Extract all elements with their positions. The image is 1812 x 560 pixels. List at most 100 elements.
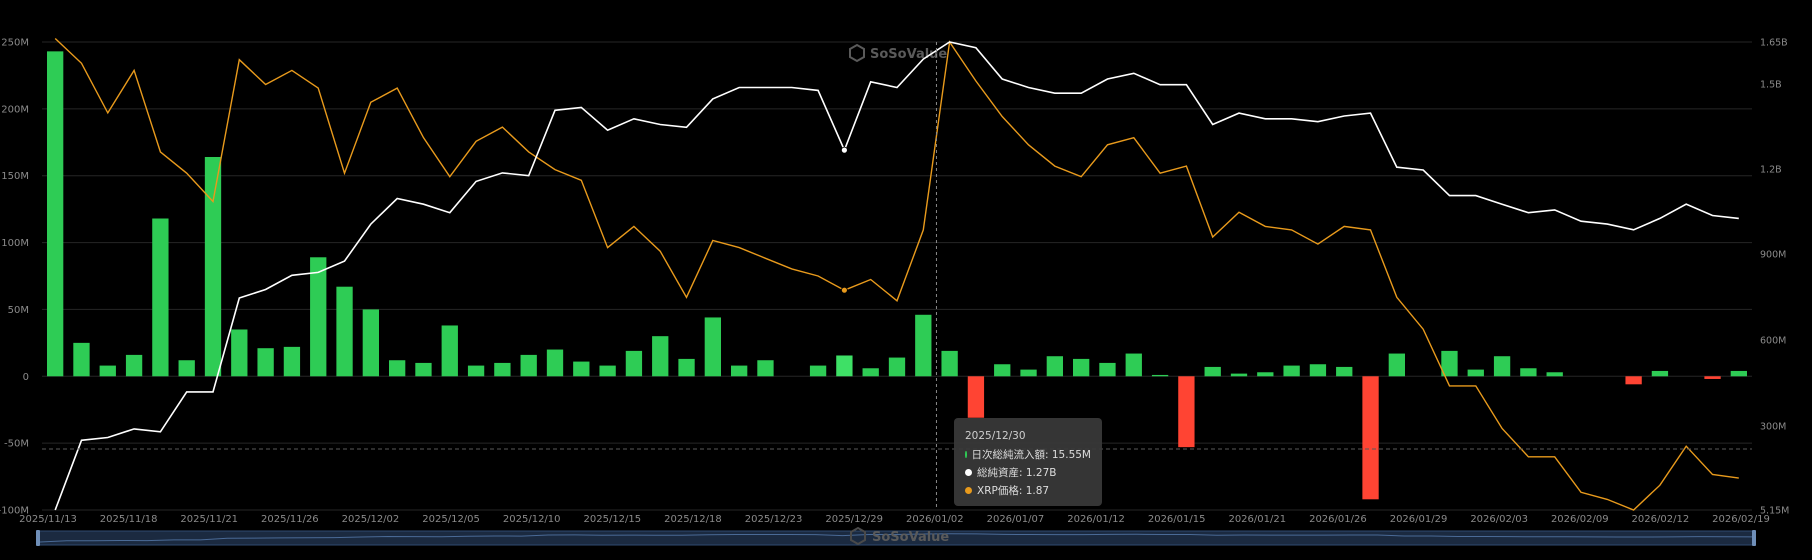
tooltip-inflow-label: 日次総純流入額: 15.55M xyxy=(971,449,1092,461)
inflow-bar xyxy=(1178,376,1195,448)
inflow-bar xyxy=(99,365,116,377)
inflow-bar xyxy=(888,357,906,377)
x-tick-label: 2026/02/03 xyxy=(1470,514,1528,525)
inflow-bar xyxy=(809,365,827,377)
left-tick-label: 100M xyxy=(1,238,29,249)
tooltip-row-inflow: 日次総純流入額: 15.55M xyxy=(965,447,1091,462)
inflow-bar xyxy=(994,364,1011,377)
inflow-bars xyxy=(46,51,1748,500)
x-tick-label: 2026/02/09 xyxy=(1551,514,1609,525)
inflow-bar xyxy=(283,346,301,377)
inflow-bar xyxy=(915,314,932,377)
left-tick-label: 0 xyxy=(23,372,29,383)
left-tick-label: 200M xyxy=(1,104,29,115)
x-tick-label: 2026/01/12 xyxy=(1067,514,1125,525)
inflow-bar xyxy=(310,257,327,377)
inflow-bar xyxy=(1546,372,1563,377)
inflow-bar xyxy=(152,218,169,377)
slider-handle-left xyxy=(36,530,40,546)
slider-mini-line xyxy=(39,533,1753,543)
series-lines xyxy=(54,37,1739,511)
inflow-bar xyxy=(257,348,274,377)
inflow-bar xyxy=(941,350,958,377)
tooltip-assets-label: 総純資産: 1.27B xyxy=(977,467,1057,479)
inflow-bar xyxy=(1257,372,1274,377)
x-tick-label: 2026/01/15 xyxy=(1148,514,1206,525)
grid-lines xyxy=(42,41,1752,511)
inflow-bar xyxy=(1704,376,1721,379)
inflow-bar xyxy=(1151,374,1169,377)
inflow-bar xyxy=(178,360,195,377)
inflow-bar xyxy=(1283,365,1300,377)
inflow-bar xyxy=(730,365,748,377)
inflow-bar xyxy=(1230,373,1248,377)
right-tick-label: 600M xyxy=(1760,336,1786,347)
dot-icon xyxy=(965,451,967,458)
inflow-bar xyxy=(46,51,64,377)
inflow-bar xyxy=(1441,350,1458,377)
inflow-bar xyxy=(757,360,774,377)
right-tick-label: 900M xyxy=(1760,250,1786,261)
x-tick-label: 2025/12/18 xyxy=(664,514,722,525)
inflow-bar xyxy=(546,349,564,377)
inflow-bar xyxy=(1651,370,1669,377)
zoom-slider[interactable] xyxy=(36,530,1756,546)
left-tick-label: -50M xyxy=(4,439,29,450)
x-axis-ticks: 2025/11/13 2025/11/18 2025/11/21 2025/11/26… xyxy=(19,514,1770,525)
x-tick-label: 2025/12/05 xyxy=(422,514,480,525)
left-tick-label: -100M xyxy=(0,506,29,517)
inflow-bar xyxy=(1099,362,1116,377)
inflow-bar xyxy=(231,329,248,377)
watermark-text-top: SoSoValue xyxy=(870,47,947,62)
x-tick-label: 2025/12/23 xyxy=(745,514,803,525)
right-tick-label: 1.2B xyxy=(1760,165,1782,176)
right-tick-label: 1.5B xyxy=(1760,80,1782,91)
inflow-bar xyxy=(862,368,879,377)
left-axis-ticks: 250M 200M 150M 100M 50M 0 -50M -100M xyxy=(0,38,29,517)
x-tick-label: 2025/12/10 xyxy=(503,514,561,525)
inflow-bar xyxy=(1493,356,1511,377)
x-tick-label: 2025/12/29 xyxy=(825,514,883,525)
inflow-bar xyxy=(1072,358,1090,377)
x-tick-label: 2026/01/29 xyxy=(1390,514,1448,525)
inflow-bar xyxy=(1046,356,1064,377)
inflow-bar xyxy=(441,325,458,377)
inflow-bar xyxy=(1020,369,1037,377)
left-tick-label: 250M xyxy=(1,38,29,49)
inflow-bar xyxy=(1625,376,1642,385)
inflow-bar xyxy=(467,365,485,377)
inflow-bar xyxy=(1467,369,1484,377)
right-tick-label: 1.65B xyxy=(1760,38,1788,49)
inflow-bar xyxy=(1388,353,1406,377)
inflow-bar xyxy=(1730,370,1748,377)
price-highlight-point xyxy=(840,286,848,294)
x-tick-label: 2025/12/02 xyxy=(342,514,400,525)
watermark-text-bottom: SoSoValue xyxy=(872,530,949,545)
tooltip-row-assets: 総純資産: 1.27B xyxy=(965,465,1091,480)
inflow-bar xyxy=(1125,353,1142,377)
inflow-bar xyxy=(652,336,669,377)
inflow-bar xyxy=(520,354,537,377)
tooltip-row-price: XRP価格: 1.87 xyxy=(965,483,1091,498)
inflow-bar xyxy=(967,376,985,418)
tooltip-date: 2025/12/30 xyxy=(965,430,1026,442)
inflow-bar xyxy=(73,342,90,377)
x-tick-label: 2025/11/13 xyxy=(19,514,77,525)
x-tick-label: 2026/01/26 xyxy=(1309,514,1367,525)
right-tick-label: 5.15M xyxy=(1760,506,1789,517)
x-tick-label: 2026/02/19 xyxy=(1712,514,1770,525)
xrp-price-line xyxy=(54,37,1739,511)
inflow-bar xyxy=(494,362,511,377)
watermark-logo-bottom: SoSoValue xyxy=(850,526,949,546)
dot-icon xyxy=(965,469,972,476)
x-tick-label: 2025/11/18 xyxy=(100,514,158,525)
inflow-bar xyxy=(125,354,143,377)
inflow-bar xyxy=(599,365,616,377)
inflow-bar xyxy=(1336,366,1353,377)
inflow-bar xyxy=(1520,368,1537,377)
x-tick-label: 2026/01/21 xyxy=(1228,514,1286,525)
slider-handle-right xyxy=(1752,530,1756,546)
inflow-bar xyxy=(362,309,380,377)
inflow-bar xyxy=(625,350,643,377)
